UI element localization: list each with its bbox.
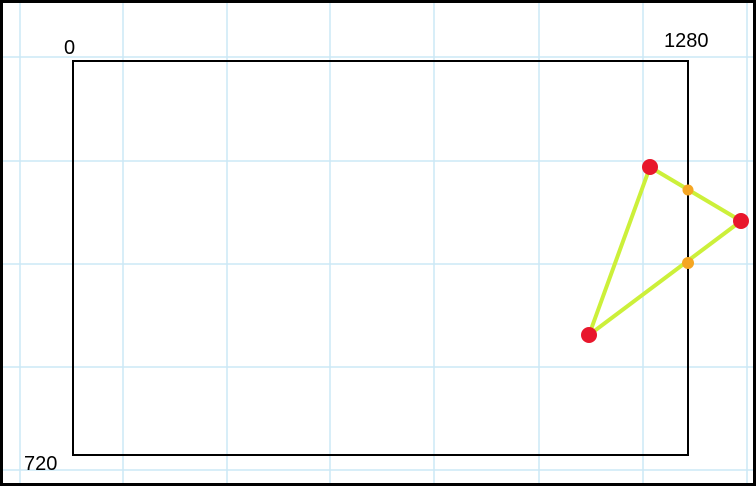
background-grid (3, 3, 753, 483)
width-label: 1280 (664, 30, 709, 52)
screen-rectangle (72, 60, 689, 456)
edge-intersection-upper (682, 184, 694, 196)
height-label: 720 (24, 453, 58, 475)
triangle-vertex-top (642, 159, 658, 175)
triangle-vertex-bottom (581, 327, 597, 343)
triangle-vertex-right (733, 213, 749, 229)
triangle-polygon (587, 165, 743, 337)
origin-label: 0 (64, 37, 76, 59)
clipping-diagram (3, 3, 753, 483)
edge-intersection-lower (682, 257, 694, 269)
